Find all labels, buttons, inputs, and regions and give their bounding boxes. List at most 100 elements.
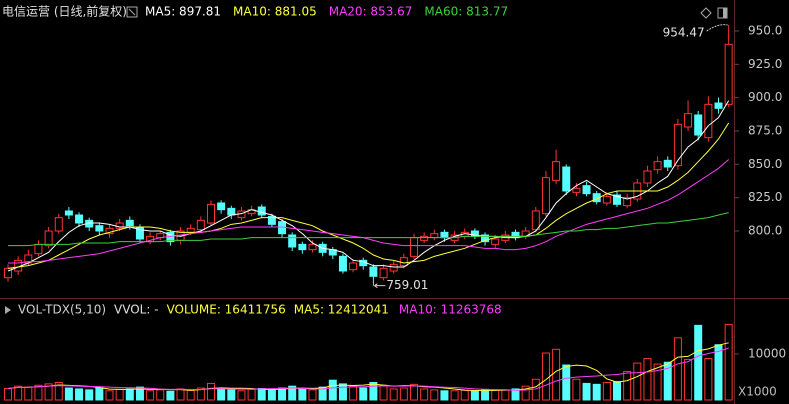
volume-bar [481, 388, 490, 401]
volume-bar [135, 386, 144, 401]
y-tick-label: 10000 [748, 346, 786, 360]
candle-body [54, 217, 63, 232]
volume-bar [541, 352, 550, 401]
volume-bar [410, 383, 418, 401]
low-arrow [374, 283, 386, 289]
candle-body [207, 203, 215, 224]
volume-bar [450, 390, 459, 401]
volume-bar [349, 385, 358, 401]
volume-bar [602, 381, 611, 401]
volume-menu-icon[interactable] [5, 306, 11, 314]
volume-bar [338, 383, 347, 401]
y-tick-label: 875.0 [748, 124, 782, 138]
candle-body [613, 194, 621, 205]
volume-bar [237, 390, 246, 401]
diamond-icon[interactable] [700, 7, 712, 19]
candle-body [552, 161, 561, 181]
candle-body [704, 103, 713, 139]
y-tick-label: 900.0 [748, 90, 782, 104]
volume-bar [146, 390, 155, 401]
volume-bar [95, 387, 104, 401]
ma-line [8, 212, 729, 247]
legend-entry: MA20: 853.67 [329, 5, 413, 19]
candle-body [369, 266, 378, 277]
panel-icon-fill [723, 8, 727, 18]
volume-bar [643, 358, 652, 401]
candle-body [75, 214, 84, 224]
candle-body [541, 177, 550, 215]
candle-body [602, 195, 611, 204]
legend-entry: MA10: 11263768 [399, 303, 502, 317]
volume-bar [714, 344, 723, 401]
ma-line [7, 347, 729, 391]
volume-bar [328, 379, 337, 401]
volume-bar [64, 387, 73, 401]
chart-title: 电信运营 (日线,前复权) [2, 4, 127, 19]
volume-bar [430, 389, 439, 401]
candle-body [95, 225, 104, 232]
volume-bar [562, 364, 571, 401]
volume-bar [704, 358, 713, 401]
candle-body [653, 161, 662, 171]
candle-body [217, 202, 226, 211]
volume-value: VOLUME: 16411756 [167, 303, 286, 317]
candle-body [298, 243, 307, 251]
volume-bar [318, 386, 327, 401]
candle-body [572, 187, 581, 193]
volume-bar [613, 381, 621, 401]
volume-bar [176, 388, 185, 401]
volume-bar [247, 388, 256, 401]
candle-body [115, 222, 124, 229]
volume-bar [24, 386, 33, 401]
candle-body [531, 210, 540, 231]
volume-bar [54, 381, 63, 401]
candle-body [440, 231, 449, 239]
settings-icon-stroke [128, 8, 136, 16]
volume-bar [491, 389, 500, 401]
legend-entry: MA60: 813.77 [424, 5, 508, 19]
volume-bar [14, 385, 23, 401]
volume-bar [156, 389, 165, 401]
y-tick-label: 850.0 [748, 157, 782, 171]
volume-bar [75, 388, 84, 401]
candle-body [410, 237, 418, 257]
volume-bar [227, 389, 236, 401]
volume-bar [673, 337, 682, 401]
volume-subtitle: VVOL: - [114, 303, 159, 317]
candle-body [338, 255, 347, 272]
volume-bar [420, 388, 429, 401]
candle-body [44, 230, 53, 247]
volume-bar [207, 382, 215, 401]
volume-bar [582, 382, 591, 401]
volume-bar [186, 389, 195, 401]
volume-bar [308, 389, 317, 401]
y-tick-label: 825.0 [748, 190, 782, 204]
volume-bar [125, 388, 134, 401]
ma-line [7, 342, 729, 392]
volume-bar [684, 358, 693, 401]
candle-body [673, 123, 682, 167]
candle-body [694, 114, 703, 136]
volume-bar [623, 370, 632, 401]
candle-body [227, 207, 236, 216]
candle-body [481, 234, 490, 243]
high-annotation: 954.47 [663, 26, 705, 40]
volume-bar [379, 384, 388, 401]
volume-bar [369, 381, 378, 401]
volume-bar [298, 388, 307, 401]
candle-body [196, 219, 205, 231]
volume-bar [166, 390, 175, 401]
ma-line [8, 159, 729, 264]
volume-bar [470, 390, 479, 401]
legend-entry: MA5: 12412041 [294, 303, 389, 317]
candle-body [714, 102, 723, 109]
settings-icon[interactable] [126, 6, 138, 18]
legend-entry: MA5: 897.81 [145, 5, 221, 19]
volume-bar [359, 387, 368, 401]
volume-bar [399, 387, 408, 401]
volume-bar [196, 387, 205, 401]
candle-body [663, 159, 672, 168]
candle-body [308, 243, 317, 251]
